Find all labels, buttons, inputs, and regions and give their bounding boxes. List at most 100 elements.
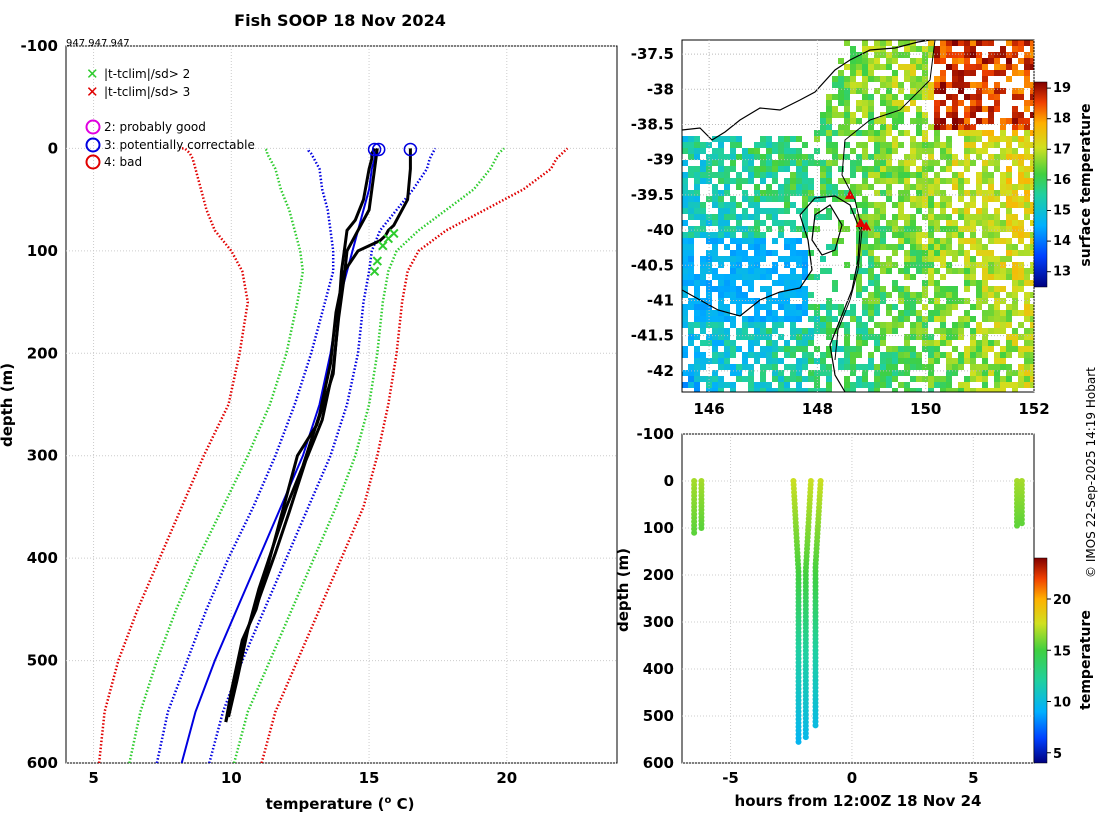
sst-cell [898,358,904,364]
sst-cell [1000,184,1006,190]
sst-cell [928,88,934,94]
sst-cell [1018,310,1024,316]
sst-cell [934,298,940,304]
sst-cell [748,226,754,232]
sst-cell [760,136,766,142]
sst-cell [934,106,940,112]
sst-cell [874,64,880,70]
sst-cell [934,130,940,136]
sst-cell [796,346,802,352]
sst-cell [964,148,970,154]
sst-cell [940,142,946,148]
sst-cell [922,76,928,82]
sst-cell [904,106,910,112]
sst-cell [784,286,790,292]
sst-cell [988,58,994,64]
sst-cell [970,244,976,250]
sst-cell [880,382,886,388]
sst-cell [694,334,700,340]
sst-cell [904,166,910,172]
sst-cell [1006,292,1012,298]
sst-cell [1030,52,1034,58]
sst-cell [940,70,946,76]
sst-cell [688,136,694,142]
sst-cell [970,190,976,196]
sst-cell [910,226,916,232]
sst-cell [772,280,778,286]
sst-cell [778,346,784,352]
sst-cell [1006,172,1012,178]
sst-cell [1024,106,1030,112]
sst-cell [724,256,730,262]
sst-cell [880,202,886,208]
sst-cell [886,322,892,328]
sst-cell [1006,238,1012,244]
sst-cell [844,142,850,148]
sst-cell [916,328,922,334]
sst-cell [736,142,742,148]
sst-cell [970,64,976,70]
sst-cell [736,172,742,178]
sst-cell [796,238,802,244]
sst-cell [946,196,952,202]
sst-cell [1000,274,1006,280]
sst-cell [802,202,808,208]
sst-cell [1012,292,1018,298]
sst-cell [778,382,784,388]
sst-cell [856,202,862,208]
sst-cell [820,328,826,334]
sst-cell [994,226,1000,232]
sst-cell [928,82,934,88]
sst-cell [958,298,964,304]
sst-cell [964,142,970,148]
sst-cell [730,154,736,160]
sst-cell [862,178,868,184]
sst-cell [976,340,982,346]
sst-cell [910,352,916,358]
sst-cell [988,196,994,202]
sst-cell [898,310,904,316]
sst-cell [994,166,1000,172]
sst-cell [988,364,994,370]
sst-cell [946,388,952,392]
sst-cell [898,196,904,202]
sst-cell [796,364,802,370]
sst-cell [796,358,802,364]
sst-cell [1000,286,1006,292]
sst-cell [694,316,700,322]
sst-cell [712,268,718,274]
sst-cell [1006,142,1012,148]
sst-cell [754,190,760,196]
sst-cell [1000,190,1006,196]
sst-cell [844,76,850,82]
sst-cell [892,172,898,178]
sst-cell [898,142,904,148]
sst-cell [982,142,988,148]
sst-cell [826,370,832,376]
sst-cell [802,250,808,256]
sst-cell [1012,64,1018,70]
sst-cell [976,346,982,352]
sst-cell [838,358,844,364]
sst-cell [862,58,868,64]
sst-cell [1018,40,1024,46]
sst-cell [742,208,748,214]
sst-cell [958,328,964,334]
sst-cell [940,178,946,184]
sst-cell [682,172,688,178]
sst-cell [682,382,688,388]
sst-cell [862,112,868,118]
sst-cell [874,136,880,142]
sst-cell [958,190,964,196]
sst-cell [994,154,1000,160]
sst-cell [718,286,724,292]
sst-cell [736,154,742,160]
sst-cell [856,340,862,346]
sst-cell [940,52,946,58]
sst-cell [1030,346,1034,352]
legend-x-red-icon: ✕ [86,83,99,101]
sst-cell [730,370,736,376]
sst-cell [994,316,1000,322]
sst-cell [994,358,1000,364]
